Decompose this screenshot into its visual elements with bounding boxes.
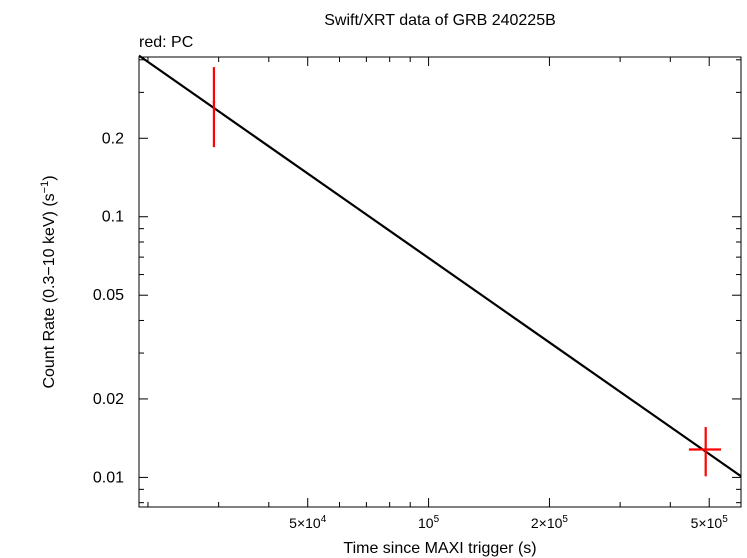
- x-tick-mantissa: 5×10: [691, 515, 723, 531]
- data-points: [212, 67, 722, 477]
- y-axis-label-main: Count Rate (0.3−10 keV) (s: [41, 193, 58, 388]
- x-tick-label: 2×105: [531, 514, 569, 531]
- x-tick-label: 105: [418, 514, 440, 531]
- x-tick-exponent: 5: [722, 514, 728, 525]
- y-tick-labels: 0.01 0.02 0.05 0.1 0.2: [93, 130, 124, 486]
- x-axis-label: Time since MAXI trigger (s): [343, 540, 536, 557]
- x-tick-exponent: 5: [434, 514, 440, 525]
- y-tick-label: 0.1: [102, 209, 124, 226]
- x-tick-label: 5×104: [289, 514, 327, 531]
- axis-ticks: [139, 57, 742, 507]
- data-point: [688, 427, 722, 477]
- model-fit: [138, 54, 742, 478]
- x-tick-exponent: 4: [321, 514, 327, 525]
- x-tick-label: 5×105: [691, 514, 729, 531]
- y-axis-label: Count Rate (0.3−10 keV) (s−1): [39, 175, 58, 388]
- y-axis-label-tail: ): [41, 175, 58, 180]
- x-tick-mantissa: 2×10: [531, 515, 563, 531]
- chart-subtitle: red: PC: [139, 34, 193, 51]
- x-tick-labels: 5×104 105 2×105 5×105: [289, 514, 728, 531]
- y-tick-label: 0.05: [93, 287, 124, 304]
- x-tick-mantissa: 10: [418, 515, 434, 531]
- x-tick-exponent: 5: [562, 514, 568, 525]
- y-tick-label: 0.02: [93, 391, 124, 408]
- y-tick-label: 0.2: [102, 130, 124, 147]
- y-tick-label: 0.01: [93, 469, 124, 486]
- x-tick-mantissa: 5×10: [289, 515, 321, 531]
- plot-frame: [138, 56, 742, 508]
- y-axis-label-sup: −1: [39, 181, 51, 194]
- data-point: [212, 67, 216, 148]
- chart-title: Swift/XRT data of GRB 240225B: [324, 12, 556, 29]
- model-line: [138, 54, 742, 478]
